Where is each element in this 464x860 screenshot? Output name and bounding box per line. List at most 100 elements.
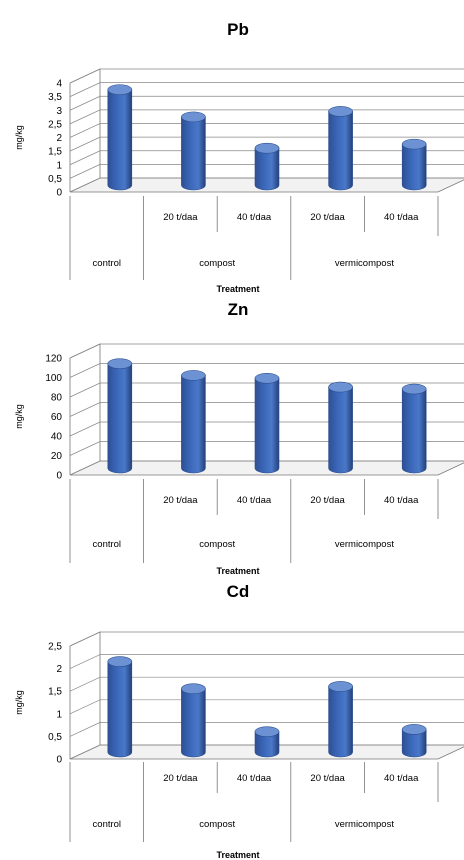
zn-chart: Zn 0 20 40 60 80 100 120 mg/kg 20 t/daa 40 t/daa 20…: [0, 296, 464, 578]
bar-body: [254, 731, 280, 758]
category-table: [69, 196, 439, 280]
bar-top: [181, 111, 206, 123]
bar-top: [107, 358, 133, 369]
plot-frame: [69, 68, 464, 193]
bar-body: [401, 388, 427, 474]
bar-5: [401, 383, 427, 474]
pb-chart: Pb 0 0,5 1 1,5 2 2,5 3 3,5 4 mg/kg 20 t/daa 40 t/daa…: [0, 0, 464, 296]
bar-top: [328, 381, 353, 393]
chart-svg: Zn 0 20 40 60 80 100 120 mg/kg 20 t/daa 40 t/daa 20…: [14, 300, 464, 576]
y-tick-label: 1,5: [48, 687, 62, 698]
bar-body: [254, 147, 280, 191]
back-wall: [70, 69, 464, 192]
y-tick-label: 0: [56, 755, 62, 766]
bar-1: [107, 656, 133, 758]
bar-body: [328, 386, 353, 474]
bar-top: [401, 138, 427, 150]
y-tick-label: 0,5: [48, 732, 62, 743]
y-tick-label: 0: [56, 188, 62, 199]
x-group-label: control: [93, 819, 122, 830]
bar-top: [254, 373, 280, 384]
bar-top: [181, 683, 206, 695]
bar-1: [107, 84, 133, 191]
bar-top: [107, 84, 133, 95]
gridline: [69, 676, 464, 692]
bar-2: [181, 370, 206, 474]
bar-body: [181, 116, 206, 191]
bar-4: [328, 681, 353, 758]
bar-4: [328, 381, 353, 474]
bar-body: [401, 143, 427, 191]
y-tick-label: 2,5: [48, 119, 62, 130]
x-group-label: compost: [199, 539, 235, 550]
x-axis-label: Treatment: [216, 566, 259, 576]
bar-body: [181, 375, 206, 474]
bar-body: [328, 111, 353, 191]
bar-top: [181, 370, 206, 381]
y-tick-label: 2,5: [48, 642, 62, 653]
bar-body: [107, 89, 133, 191]
x-sub-label: 40 t/daa: [384, 773, 419, 784]
chart-svg: Pb 0 0,5 1 1,5 2 2,5 3 3,5 4 mg/kg 20 t/daa 40 t/daa…: [14, 20, 464, 294]
y-axis-label: mg/kg: [14, 404, 24, 429]
x-sub-label: 20 t/daa: [310, 773, 345, 784]
gridline: [69, 343, 464, 359]
y-axis-label: mg/kg: [14, 125, 24, 150]
y-tick-label: 1,5: [48, 147, 62, 158]
cd-chart: Cd 0 0,5 1 1,5 2 2,5 mg/kg 20 t/daa 40 t/daa 20 t/…: [0, 578, 464, 860]
y-tick-label: 60: [51, 412, 63, 423]
x-sub-label: 20 t/daa: [163, 495, 198, 506]
x-sub-label: 40 t/daa: [384, 495, 419, 506]
chart-title: Pb: [227, 20, 249, 39]
bar-3: [254, 142, 280, 191]
x-axis-label: Treatment: [216, 850, 259, 860]
bar-5: [401, 138, 427, 191]
gridline: [69, 631, 464, 647]
y-tick-label: 2: [56, 133, 62, 144]
x-group-label: vermicompost: [335, 819, 394, 830]
x-group-label: control: [93, 539, 122, 550]
gridline: [69, 68, 464, 84]
bar-5: [401, 724, 427, 758]
bar-body: [181, 688, 206, 758]
chart-title: Zn: [228, 300, 249, 319]
x-group-label: vermicompost: [335, 258, 394, 269]
bar-body: [107, 363, 133, 474]
bar-body: [328, 686, 353, 758]
x-axis-label: Treatment: [216, 284, 259, 294]
x-group-label: vermicompost: [335, 539, 394, 550]
y-tick-label: 4: [56, 79, 62, 90]
y-axis-label: mg/kg: [14, 690, 24, 715]
chart-svg: Cd 0 0,5 1 1,5 2 2,5 mg/kg 20 t/daa 40 t/daa 20 t/…: [14, 582, 464, 860]
bar-4: [328, 106, 353, 191]
bar-3: [254, 373, 280, 474]
y-tick-label: 0: [56, 471, 62, 482]
bar-top: [254, 142, 280, 154]
gridline: [69, 95, 464, 111]
y-tick-label: 0,5: [48, 174, 62, 185]
gridline: [69, 82, 464, 97]
category-table: [69, 479, 439, 563]
y-tick-label: 2: [56, 664, 62, 675]
y-tick-label: 3: [56, 106, 62, 117]
gridline: [69, 363, 464, 378]
bar-top: [401, 724, 427, 735]
bar-2: [181, 111, 206, 191]
bar-body: [254, 378, 280, 474]
x-sub-label: 20 t/daa: [310, 212, 345, 223]
y-tick-label: 3,5: [48, 92, 62, 103]
x-group-label: compost: [199, 819, 235, 830]
x-sub-label: 40 t/daa: [384, 212, 419, 223]
back-wall: [70, 632, 464, 759]
x-group-label: compost: [199, 258, 235, 269]
bar-body: [401, 729, 427, 758]
x-sub-label: 40 t/daa: [237, 495, 272, 506]
x-group-label: control: [93, 258, 122, 269]
y-tick-label: 40: [51, 432, 63, 443]
category-table: [69, 762, 439, 842]
x-sub-label: 20 t/daa: [163, 773, 198, 784]
y-tick-label: 1: [56, 160, 62, 171]
chart-title: Cd: [227, 582, 250, 601]
x-sub-label: 40 t/daa: [237, 773, 272, 784]
gridline: [69, 654, 464, 669]
